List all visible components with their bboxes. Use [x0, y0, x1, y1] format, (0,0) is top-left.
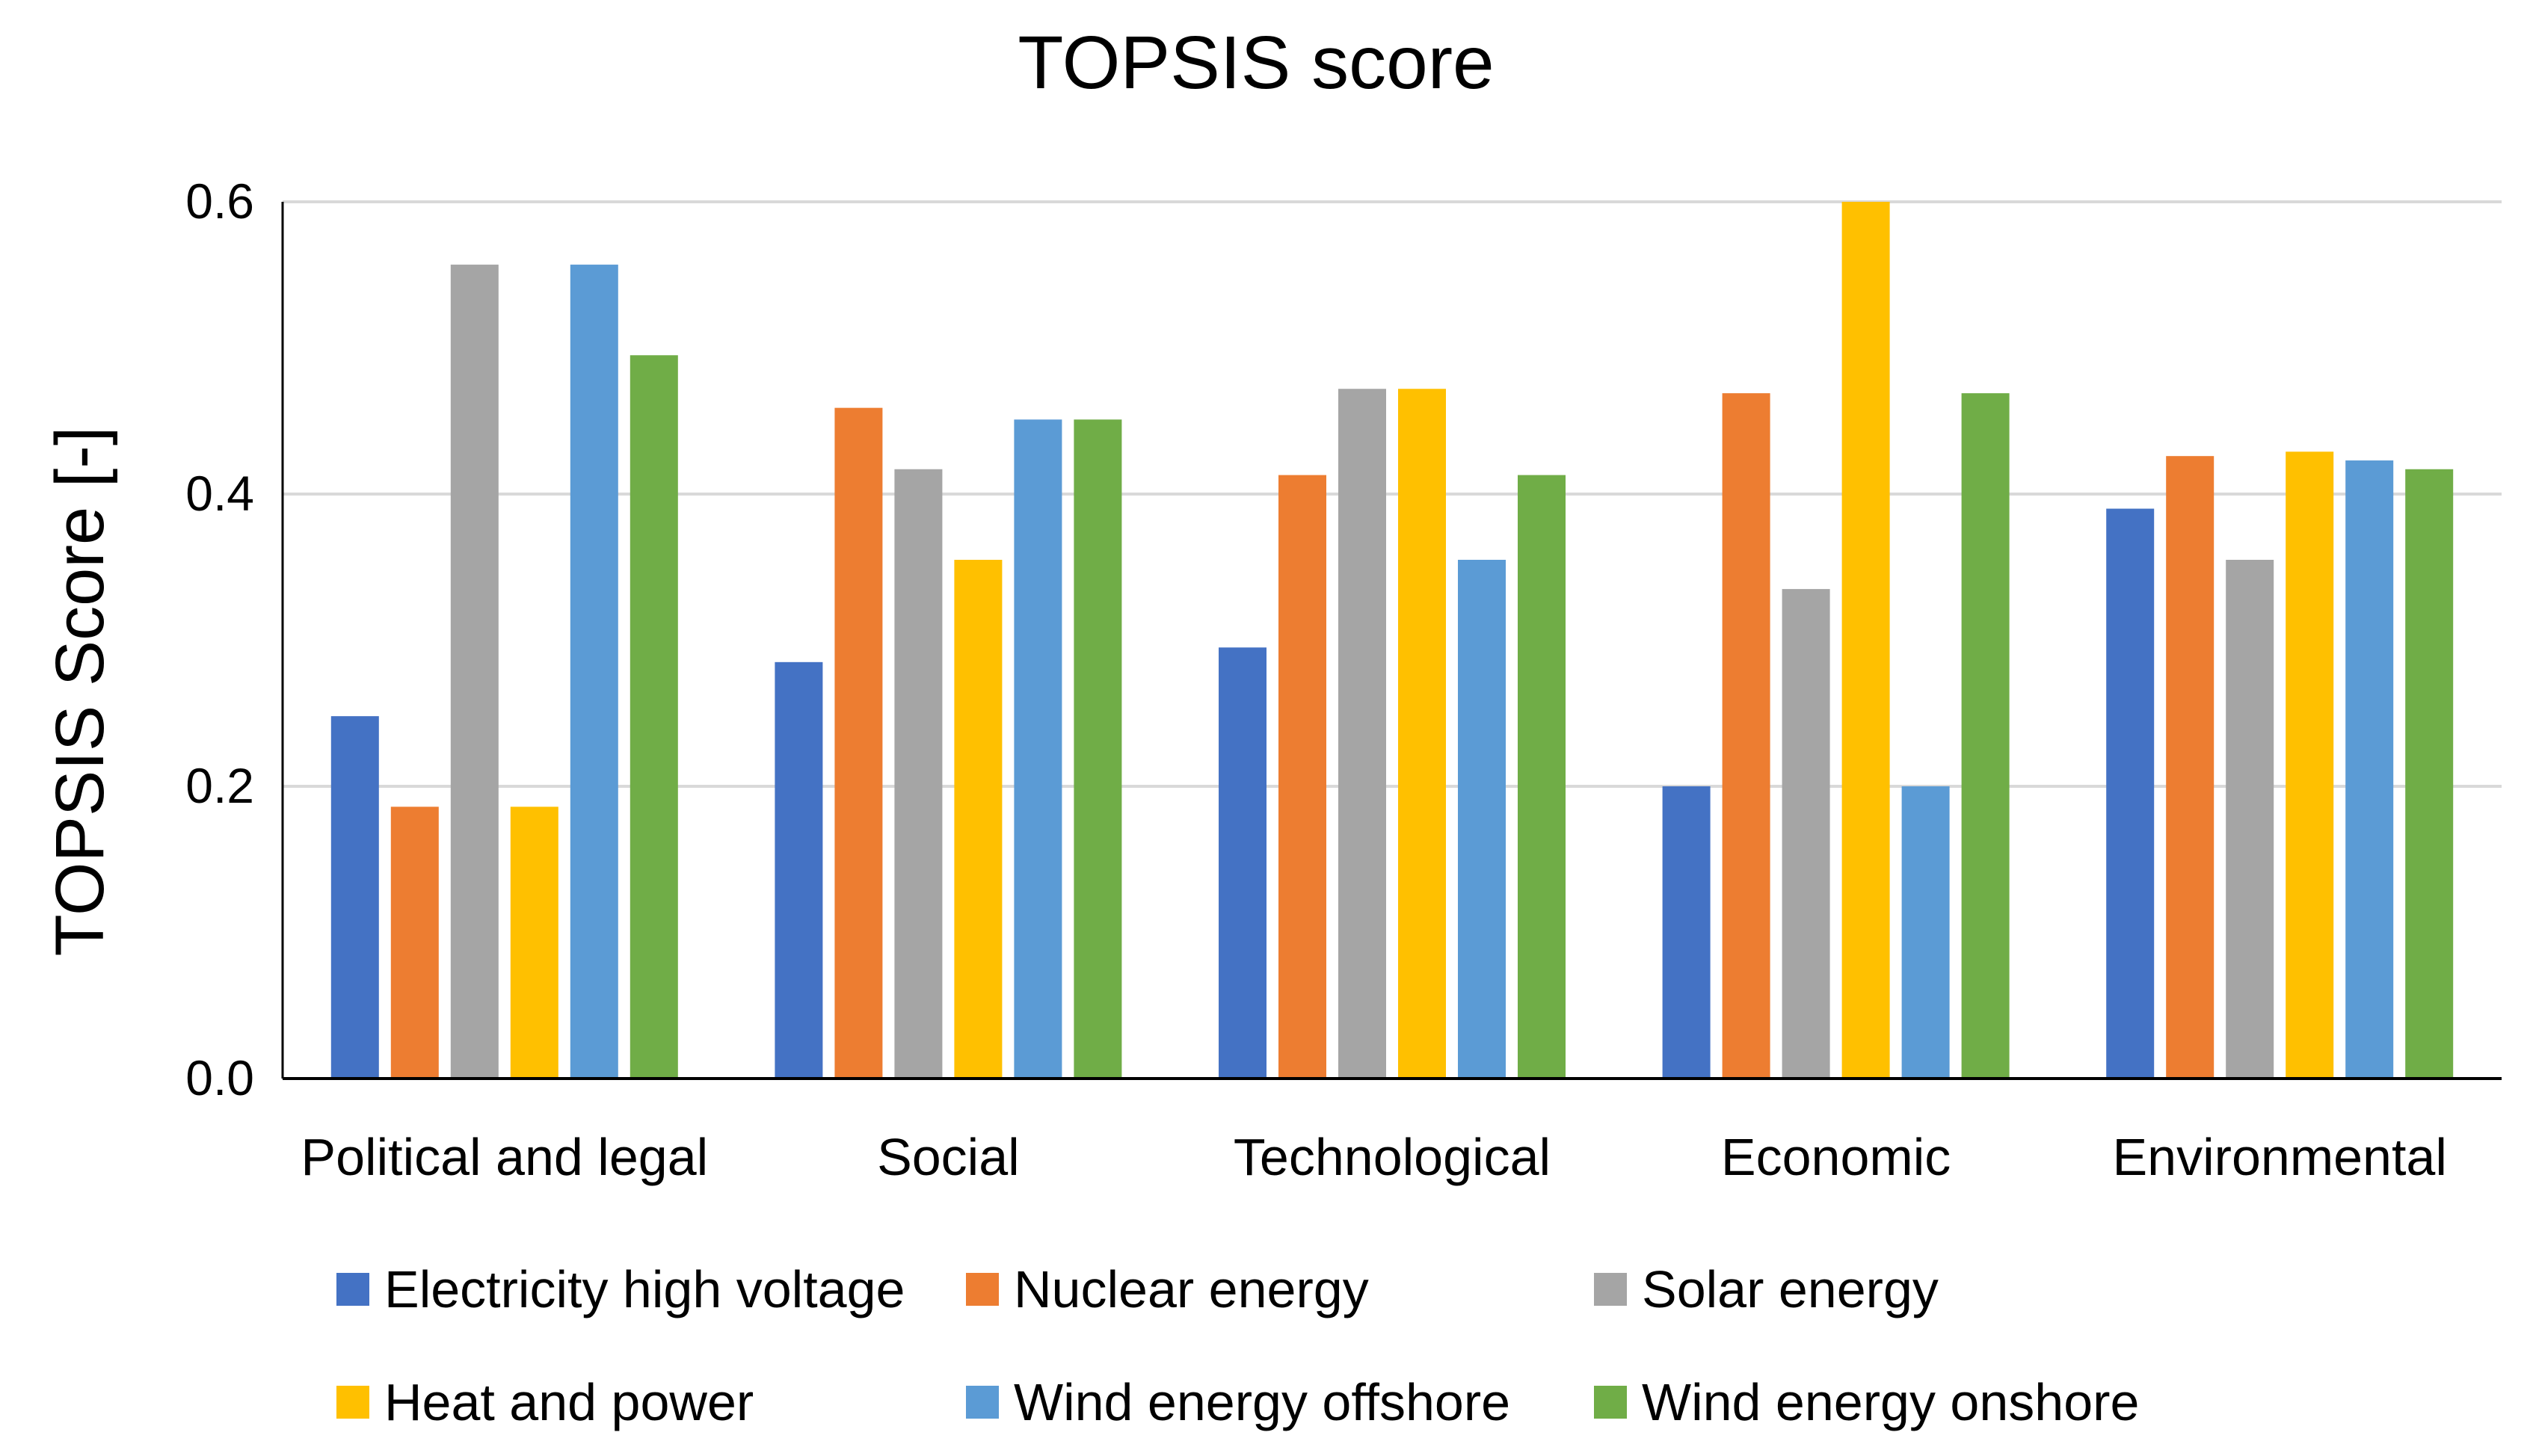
bar	[2405, 469, 2454, 1079]
legend-label: Nuclear energy	[1014, 1260, 1369, 1318]
category-label: Political and legal	[301, 1128, 708, 1186]
bar	[1722, 393, 1770, 1079]
category-label: Social	[877, 1128, 1020, 1186]
bar	[1782, 589, 1830, 1079]
bar	[894, 469, 943, 1079]
bar	[1901, 786, 1950, 1079]
bar	[1458, 559, 1506, 1079]
legend-label: Electricity high voltage	[384, 1260, 905, 1318]
bar	[2106, 508, 2155, 1079]
legend-swatch	[966, 1386, 999, 1419]
bar	[1841, 202, 1890, 1079]
bar	[2166, 456, 2215, 1079]
legend-label: Solar energy	[1642, 1260, 1939, 1318]
bar	[510, 806, 558, 1079]
bar	[834, 407, 883, 1079]
category-label: Technological	[1234, 1128, 1551, 1186]
legend-label: Wind energy offshore	[1014, 1373, 1510, 1431]
bar	[775, 661, 823, 1079]
legend-swatch	[1594, 1386, 1627, 1419]
legend-swatch	[336, 1386, 369, 1419]
legend-swatch	[336, 1273, 369, 1306]
bar	[2345, 460, 2394, 1079]
bar	[1398, 389, 1446, 1079]
legend-label: Wind energy onshore	[1642, 1373, 2139, 1431]
bars	[330, 202, 2454, 1079]
bar	[1219, 647, 1266, 1079]
bar	[1074, 419, 1122, 1079]
legend: Electricity high voltage Nuclear energy So…	[336, 1260, 2139, 1431]
category-label: Economic	[1721, 1128, 1951, 1186]
axes	[281, 202, 2502, 1080]
chart-title: TOPSIS score	[1018, 21, 1494, 105]
bar	[570, 265, 618, 1079]
y-tick-label: 0.4	[185, 466, 254, 521]
bar	[1278, 475, 1326, 1079]
bar	[1014, 419, 1062, 1079]
bar	[2286, 451, 2334, 1079]
bar	[1961, 393, 2010, 1079]
bar	[1338, 389, 1386, 1079]
bar	[390, 806, 439, 1079]
bar	[954, 559, 1003, 1079]
legend-swatch	[1594, 1273, 1627, 1306]
bar	[330, 716, 379, 1079]
y-axis-label: TOPSIS Score [-]	[42, 427, 118, 957]
bar	[630, 355, 678, 1079]
bar	[450, 265, 499, 1079]
bar	[1518, 475, 1566, 1079]
y-tick-label: 0.2	[185, 758, 254, 813]
bar	[1662, 786, 1711, 1079]
category-labels: Political and legal Social Technological Ec…	[301, 1128, 2447, 1186]
category-label: Environmental	[2112, 1128, 2446, 1186]
legend-label: Heat and power	[384, 1373, 754, 1431]
legend-swatch	[966, 1273, 999, 1306]
y-tick-label: 0.6	[185, 173, 254, 229]
y-tick-label: 0.0	[185, 1050, 254, 1105]
y-tick-labels: 0.0 0.2 0.4 0.6	[185, 173, 254, 1105]
bar	[2226, 559, 2274, 1079]
